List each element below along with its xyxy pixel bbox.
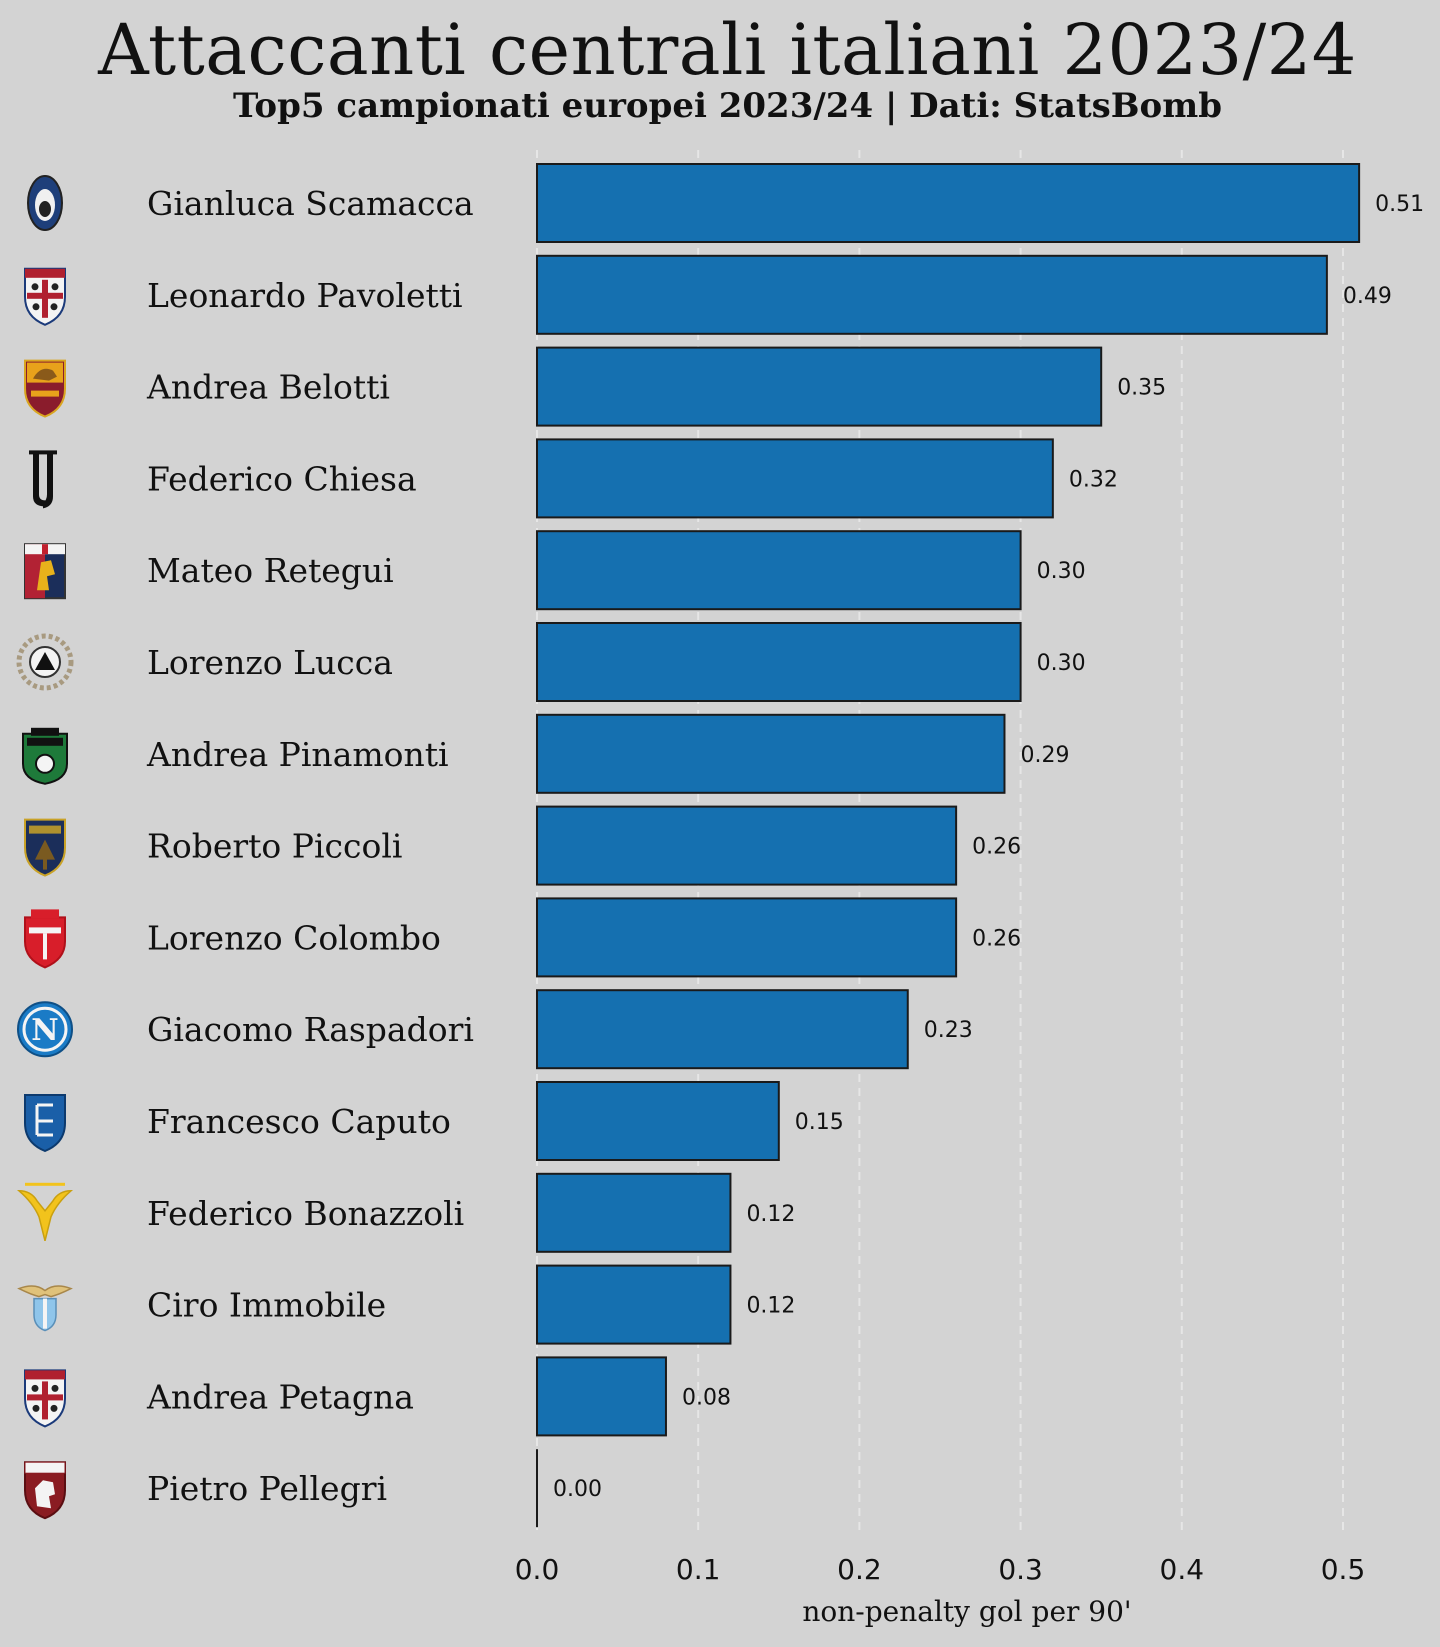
value-label: 0.49 bbox=[1343, 284, 1392, 309]
cagliari-crest-icon bbox=[24, 1369, 66, 1428]
bar bbox=[536, 1081, 780, 1161]
chart-subtitle: Top5 campionati europei 2023/24 | Dati: … bbox=[233, 86, 1222, 126]
player-name: Francesco Caputo bbox=[147, 1102, 451, 1141]
value-label: 0.29 bbox=[1020, 743, 1069, 768]
bar bbox=[536, 1264, 732, 1345]
value-label: 0.00 bbox=[553, 1477, 602, 1502]
bar bbox=[536, 805, 958, 886]
bar bbox=[536, 713, 1006, 794]
bar bbox=[536, 163, 1361, 243]
x-axis-title: non-penalty gol per 90' bbox=[802, 1595, 1131, 1628]
x-tick-label: 0.0 bbox=[515, 1553, 560, 1586]
value-label: 0.15 bbox=[795, 1110, 844, 1135]
player-name: Andrea Petagna bbox=[146, 1377, 414, 1416]
svg-text:N: N bbox=[31, 1013, 58, 1048]
player-name: Lorenzo Colombo bbox=[147, 918, 441, 957]
bar bbox=[536, 1172, 732, 1253]
genoa-crest-icon bbox=[24, 543, 66, 600]
player-name: Gianluca Scamacca bbox=[147, 184, 474, 223]
sassuolo-crest-icon bbox=[22, 727, 68, 785]
player-name: Pietro Pellegri bbox=[147, 1469, 387, 1508]
bar bbox=[536, 530, 1022, 611]
value-label: 0.23 bbox=[924, 1018, 973, 1043]
player-name: Ciro Immobile bbox=[147, 1286, 386, 1325]
player-name: Andrea Pinamonti bbox=[146, 735, 449, 774]
juventus-crest-icon bbox=[29, 450, 57, 509]
value-label: 0.35 bbox=[1117, 376, 1166, 401]
bar bbox=[536, 989, 909, 1070]
monza-crest-icon bbox=[24, 909, 66, 969]
verona-crest-icon bbox=[16, 1182, 74, 1241]
napoli-crest-icon: N bbox=[17, 1001, 73, 1058]
torino-crest-icon bbox=[24, 1461, 66, 1520]
value-label: 0.12 bbox=[746, 1202, 795, 1227]
player-name: Lorenzo Lucca bbox=[147, 643, 393, 682]
labels: Gianluca Scamacca 0.51 Leonardo Pavoletti 0… bbox=[146, 184, 1424, 1508]
value-label: 0.08 bbox=[682, 1385, 731, 1410]
bar bbox=[536, 346, 1103, 427]
cagliari-crest-icon bbox=[24, 267, 66, 326]
empoli-crest-icon bbox=[24, 1094, 66, 1153]
player-name: Mateo Retegui bbox=[147, 551, 394, 590]
bar bbox=[536, 897, 958, 978]
value-label: 0.26 bbox=[972, 926, 1021, 951]
value-label: 0.12 bbox=[746, 1294, 795, 1319]
value-label: 0.30 bbox=[1037, 559, 1086, 584]
lazio-crest-icon bbox=[17, 1285, 73, 1332]
player-name: Leonardo Pavoletti bbox=[147, 276, 463, 315]
bars bbox=[536, 163, 1361, 1528]
team-crests: N bbox=[16, 175, 74, 1520]
player-name: Federico Bonazzoli bbox=[147, 1194, 464, 1233]
x-axis: 0.0 0.1 0.2 0.3 0.4 0.5 non-penalty gol per 90… bbox=[515, 1553, 1366, 1628]
value-label: 0.32 bbox=[1069, 467, 1118, 492]
roma-crest-icon bbox=[24, 359, 66, 418]
udinese-crest-icon bbox=[16, 633, 74, 691]
chart-title: Attaccanti centrali italiani 2023/24 bbox=[98, 9, 1357, 91]
lecce-crest-icon bbox=[24, 818, 66, 877]
x-tick-label: 0.1 bbox=[676, 1553, 721, 1586]
value-label: 0.26 bbox=[972, 835, 1021, 860]
player-name: Roberto Piccoli bbox=[147, 827, 402, 866]
bar bbox=[536, 254, 1328, 335]
x-tick-label: 0.3 bbox=[998, 1553, 1043, 1586]
atalanta-crest-icon bbox=[27, 175, 63, 231]
player-name: Andrea Belotti bbox=[146, 368, 390, 407]
player-name: Giacomo Raspadori bbox=[147, 1010, 474, 1049]
x-tick-label: 0.4 bbox=[1160, 1553, 1205, 1586]
x-tick-label: 0.2 bbox=[837, 1553, 882, 1586]
bar bbox=[536, 1356, 667, 1437]
bar bbox=[536, 622, 1022, 702]
player-name: Federico Chiesa bbox=[147, 459, 417, 498]
value-label: 0.30 bbox=[1037, 651, 1086, 676]
value-label: 0.51 bbox=[1375, 192, 1424, 217]
x-tick-label: 0.5 bbox=[1321, 1553, 1366, 1586]
bar bbox=[536, 438, 1054, 519]
